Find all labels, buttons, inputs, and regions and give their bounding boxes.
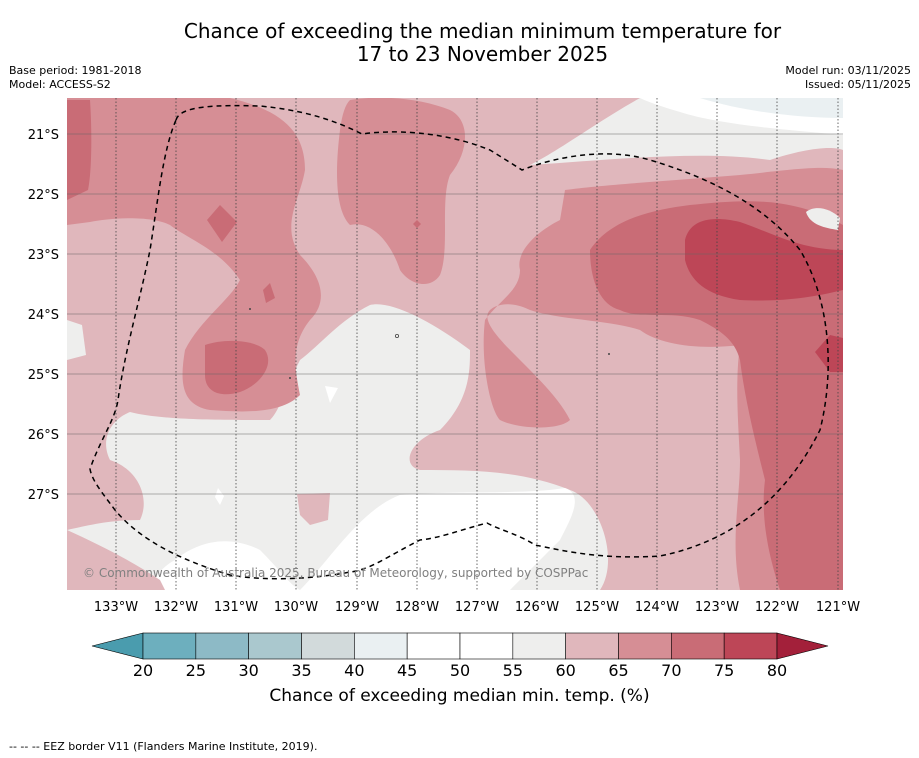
gridlines (115, 98, 839, 590)
eez-legend-note: -- -- -- EEZ border V11 (Flanders Marine… (9, 740, 318, 753)
lon-label-123w: 123°W (695, 600, 739, 615)
lon-label-131w: 131°W (214, 600, 258, 615)
minor-contour-markers (249, 220, 610, 379)
colorbar-bin (195, 632, 249, 660)
colorbar-bin (248, 632, 302, 660)
colorbar-tick-label: 20 (132, 661, 154, 680)
colorbar-bin (406, 632, 461, 660)
lat-label-25s: 25°S (28, 368, 59, 383)
colorbar-tick-label: 75 (713, 661, 735, 680)
colorbar-under-arrow (91, 632, 144, 660)
model-name: Model: ACCESS-S2 (9, 78, 111, 91)
colorbar-tick-label: 55 (502, 661, 524, 680)
colorbar-label: Chance of exceeding median min. temp. (%… (269, 686, 650, 706)
lon-label-122w: 122°W (755, 600, 799, 615)
colorbar-tick-label: 50 (449, 661, 471, 680)
colorbar-tick-label: 65 (608, 661, 629, 680)
issued-date: Issued: 05/11/2025 (804, 78, 911, 91)
lon-label-126w: 126°W (515, 600, 559, 615)
colorbar-bin (565, 632, 619, 660)
colorbar-tick-label: 35 (291, 661, 312, 680)
lat-label-26s: 26°S (28, 428, 59, 443)
colorbar-tick-label: 45 (396, 661, 418, 680)
colorbar (91, 632, 829, 660)
colorbar-bin (671, 632, 725, 660)
colorbar-tick-label: 25 (185, 661, 207, 680)
title-line-1: Chance of exceeding the median minimum t… (183, 19, 782, 43)
colorbar-bin (459, 632, 514, 660)
colorbar-bin (512, 632, 566, 660)
colorbar-tick-label: 40 (344, 661, 365, 680)
lon-label-125w: 125°W (575, 600, 619, 615)
colorbar-over-arrow (776, 632, 829, 660)
colorbar-tick-label: 70 (661, 661, 682, 680)
title-line-2: 17 to 23 November 2025 (356, 42, 609, 66)
forecast-map: 21°S 22°S 23°S 24°S 25°S 26°S 27°S 133°W… (28, 98, 860, 660)
lon-label-128w: 128°W (395, 600, 439, 615)
lon-label-127w: 127°W (455, 600, 499, 615)
longitude-labels: 133°W 132°W 131°W 130°W 129°W 128°W 127°… (94, 600, 860, 615)
lat-label-24s: 24°S (28, 308, 59, 323)
lat-label-22s: 22°S (28, 188, 59, 203)
colorbar-tick-label: 30 (238, 661, 259, 680)
model-run: Model run: 03/11/2025 (785, 64, 911, 77)
lon-label-130w: 130°W (274, 600, 318, 615)
colorbar-tick-label: 60 (555, 661, 576, 680)
latitude-labels: 21°S 22°S 23°S 24°S 25°S 26°S 27°S (28, 128, 59, 503)
colorbar-bin (354, 632, 408, 660)
colorbar-tick-label: 80 (766, 661, 788, 680)
lon-label-129w: 129°W (335, 600, 379, 615)
lat-label-23s: 23°S (28, 248, 59, 263)
lon-label-121w: 121°W (816, 600, 860, 615)
base-period: Base period: 1981-2018 (9, 64, 142, 77)
lon-label-132w: 132°W (154, 600, 198, 615)
colorbar-bin (301, 632, 355, 660)
lat-label-27s: 27°S (28, 488, 59, 503)
lon-label-124w: 124°W (635, 600, 679, 615)
colorbar-bin (723, 632, 778, 660)
colorbar-bin (618, 632, 672, 660)
lon-label-133w: 133°W (94, 600, 138, 615)
lat-label-21s: 21°S (28, 128, 59, 143)
contour-fill (67, 98, 843, 590)
copyright-text: © Commonwealth of Australia 2025, Bureau… (83, 566, 588, 580)
colorbar-bin (142, 632, 197, 660)
